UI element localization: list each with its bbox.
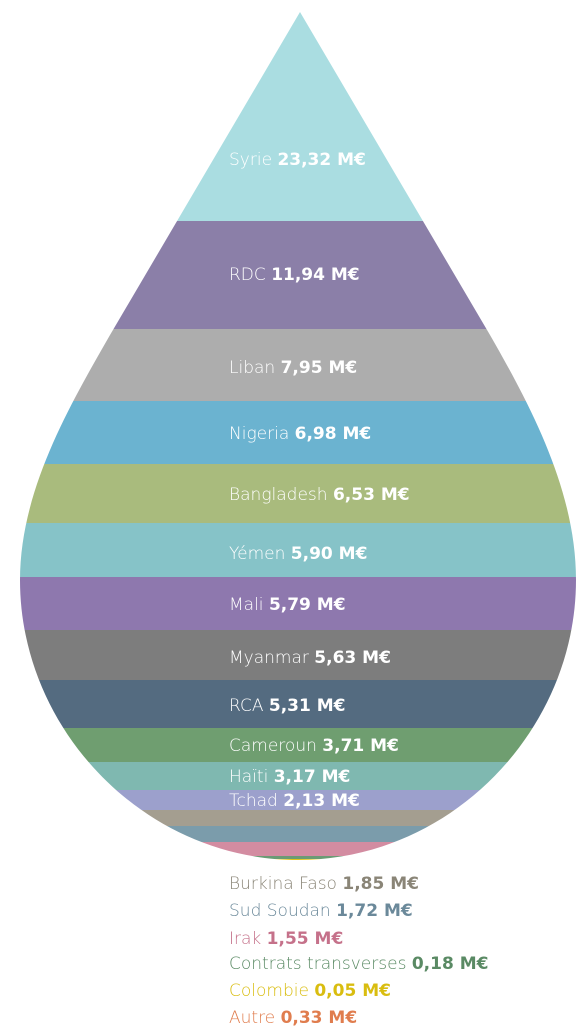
amount-value: 23,32 M€ <box>277 150 365 170</box>
drop-band <box>0 860 576 862</box>
country-name: Contrats transverses <box>229 954 412 974</box>
band-label: Bangladesh 6,53 M€ <box>229 485 410 505</box>
drop-band <box>20 790 576 810</box>
amount-value: 7,95 M€ <box>281 358 358 378</box>
amount-value: 6,53 M€ <box>333 485 410 505</box>
drop-band <box>20 856 576 859</box>
country-name: Autre <box>229 1008 281 1027</box>
amount-value: 6,98 M€ <box>295 424 372 444</box>
drop-band <box>20 12 576 221</box>
band-label: Cameroun 3,71 M€ <box>229 736 399 756</box>
band-label: Haïti 3,17 M€ <box>229 767 350 787</box>
amount-value: 5,63 M€ <box>314 648 391 668</box>
drop-band <box>20 762 576 790</box>
country-name: RDC <box>229 265 271 285</box>
legend-label: Burkina Faso 1,85 M€ <box>229 874 419 894</box>
amount-value: 2,13 M€ <box>283 791 360 811</box>
country-name: Burkina Faso <box>229 874 342 894</box>
country-name: Cameroun <box>229 736 322 756</box>
drop-band <box>20 826 576 842</box>
legend-label: Colombie 0,05 M€ <box>229 981 391 1001</box>
band-label: Syrie 23,32 M€ <box>229 150 366 170</box>
country-name: Colombie <box>229 981 314 1001</box>
drop-band <box>20 842 576 856</box>
country-name: Mali <box>229 595 269 615</box>
amount-value: 5,90 M€ <box>291 544 368 564</box>
country-name: Haïti <box>229 767 274 787</box>
band-label: Nigeria 6,98 M€ <box>229 424 371 444</box>
country-name: Tchad <box>229 791 283 811</box>
band-label: Liban 7,95 M€ <box>229 358 357 378</box>
country-name: Liban <box>229 358 281 378</box>
legend-label: Autre 0,33 M€ <box>229 1008 357 1027</box>
country-name: Sud Soudan <box>229 901 336 921</box>
amount-value: 1,85 M€ <box>342 874 419 894</box>
country-name: Bangladesh <box>229 485 333 505</box>
country-name: Nigeria <box>229 424 295 444</box>
amount-value: 11,94 M€ <box>271 265 359 285</box>
amount-value: 5,79 M€ <box>269 595 346 615</box>
legend-label: Sud Soudan 1,72 M€ <box>229 901 413 921</box>
drop-band <box>20 401 576 464</box>
country-name: Myanmar <box>229 648 314 668</box>
amount-value: 0,18 M€ <box>412 954 489 974</box>
band-label: RCA 5,31 M€ <box>229 696 345 716</box>
band-label: Mali 5,79 M€ <box>229 595 346 615</box>
country-name: Irak <box>229 929 267 949</box>
drop-band <box>20 523 576 577</box>
amount-value: 3,17 M€ <box>274 767 351 787</box>
amount-value: 5,31 M€ <box>269 696 346 716</box>
band-label: Tchad 2,13 M€ <box>229 791 360 811</box>
drop-band <box>20 464 576 523</box>
country-name: RCA <box>229 696 269 716</box>
legend-label: Irak 1,55 M€ <box>229 929 343 949</box>
band-label: RDC 11,94 M€ <box>229 265 360 285</box>
legend-label: Contrats transverses 0,18 M€ <box>229 954 488 974</box>
country-name: Syrie <box>229 150 277 170</box>
amount-value: 1,72 M€ <box>336 901 413 921</box>
band-label: Myanmar 5,63 M€ <box>229 648 391 668</box>
drop-band <box>20 630 576 680</box>
amount-value: 1,55 M€ <box>267 929 344 949</box>
drop-band <box>20 859 576 860</box>
band-label: Yémen 5,90 M€ <box>229 544 367 564</box>
drop-band <box>20 577 576 630</box>
drop-band <box>20 329 576 401</box>
amount-value: 3,71 M€ <box>322 736 399 756</box>
country-name: Yémen <box>229 544 291 564</box>
amount-value: 0,33 M€ <box>281 1008 358 1027</box>
drop-band <box>20 810 576 826</box>
drop-band <box>20 728 576 762</box>
amount-value: 0,05 M€ <box>314 981 391 1001</box>
drop-band <box>20 680 576 728</box>
